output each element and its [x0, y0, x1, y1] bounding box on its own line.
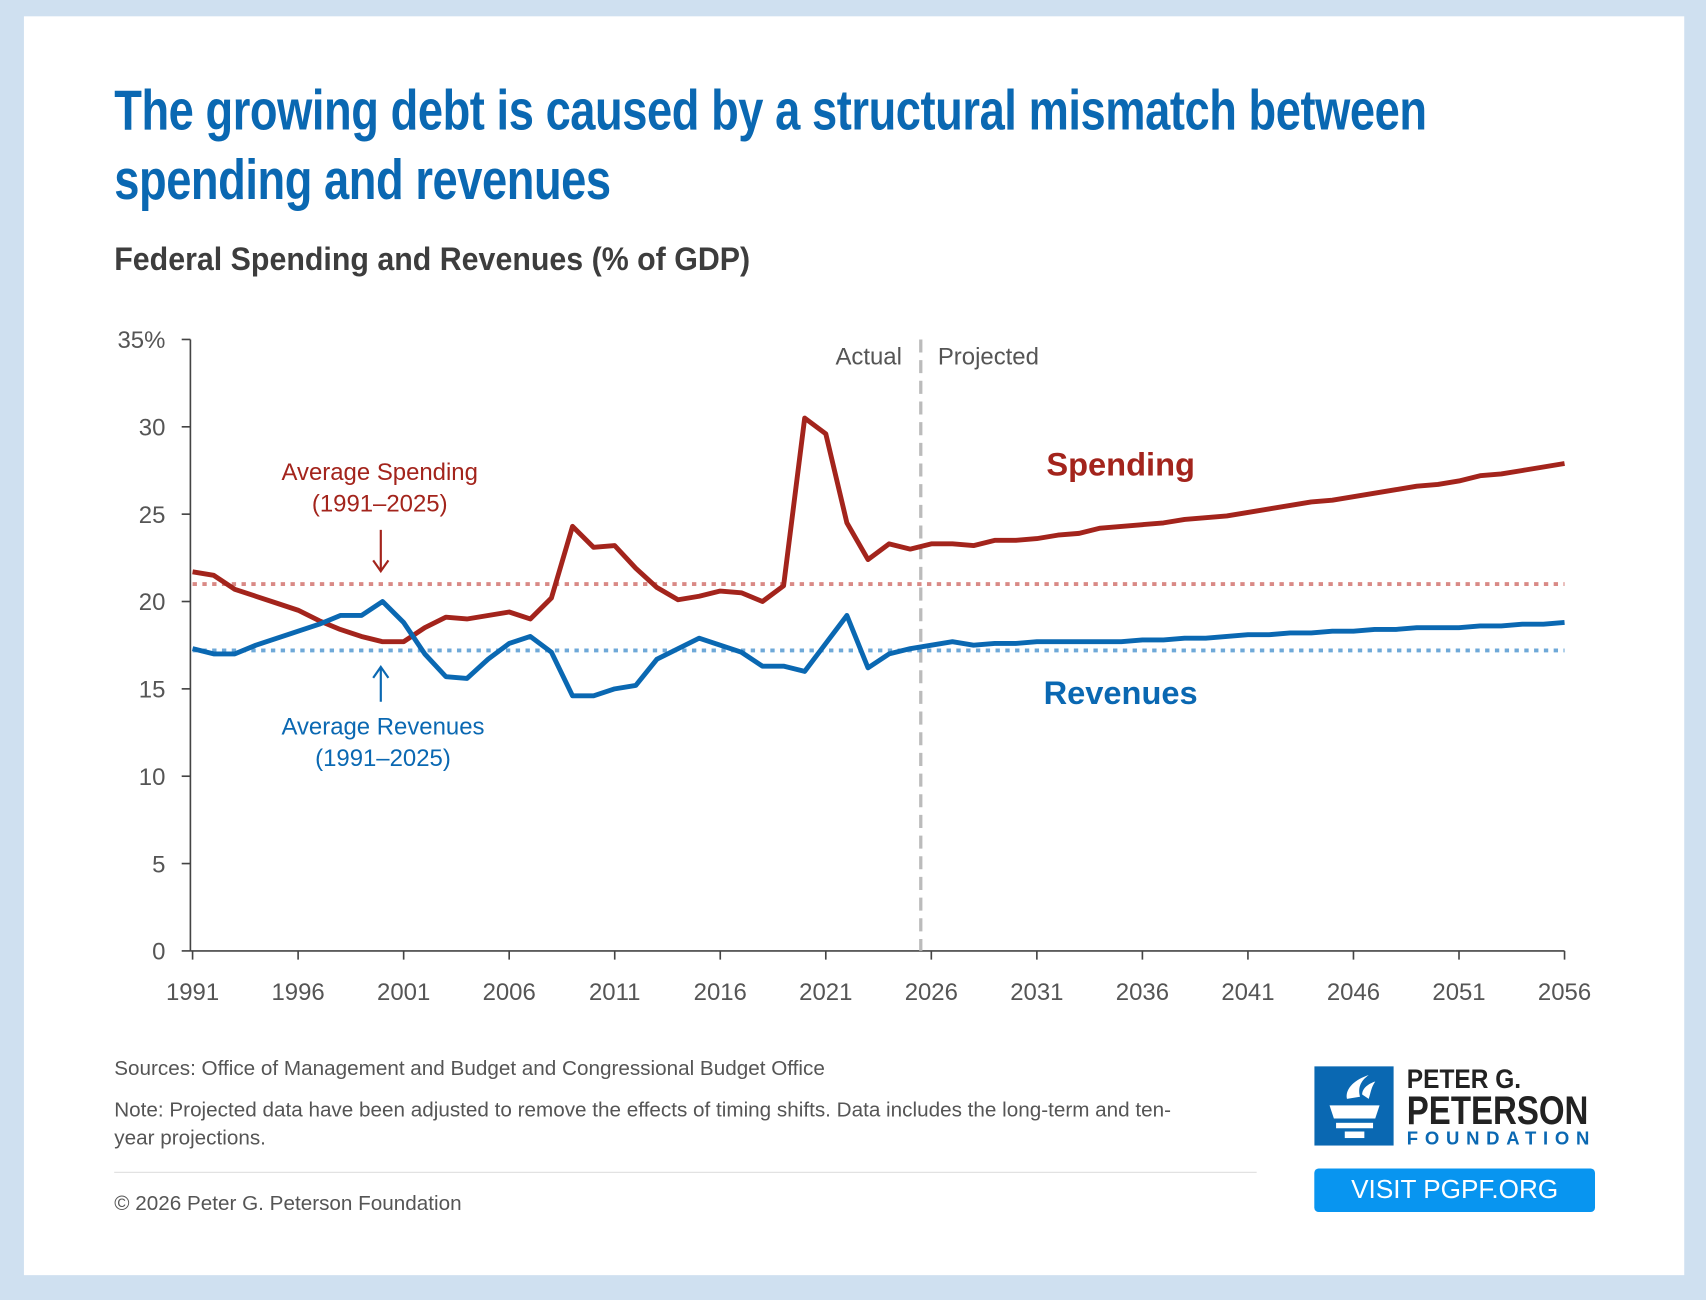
chart-title-line-2: spending and revenues — [114, 149, 611, 213]
x-tick-label: 2016 — [694, 979, 747, 1006]
x-tick-label: 2041 — [1221, 979, 1274, 1006]
y-tick-label: 30 — [139, 415, 166, 442]
x-tick-label: 2051 — [1432, 979, 1485, 1006]
revenues-line — [191, 599, 1565, 699]
sources-text: Sources: Office of Management and Budget… — [114, 1057, 825, 1081]
copyright-text: © 2026 Peter G. Peterson Foundation — [114, 1192, 462, 1216]
revenues-series-label: Revenues — [1044, 674, 1198, 711]
average-spending-period: (1991–2025) — [312, 490, 448, 517]
note-text-line-2: year projections. — [114, 1127, 266, 1151]
x-tick-label: 2026 — [905, 979, 958, 1006]
logo-text-line-1: PETER G. — [1406, 1064, 1522, 1095]
chart-card — [23, 16, 1685, 1276]
y-tick-label: 35% — [117, 327, 165, 354]
visit-pgpf-button[interactable]: VISIT PGPF.ORG — [1314, 1168, 1596, 1213]
average-spending-arrow-icon — [372, 529, 390, 574]
chart-title-line-1: The growing debt is caused by a structur… — [114, 79, 1427, 143]
projected-label: Projected — [938, 343, 1039, 370]
actual-label: Actual — [835, 343, 902, 370]
footer-divider — [114, 1171, 1257, 1173]
x-tick-label: 2036 — [1116, 979, 1169, 1006]
x-tick-label: 1996 — [272, 979, 325, 1006]
x-tick-label: 2046 — [1327, 979, 1380, 1006]
x-tick-label: 2001 — [377, 979, 430, 1006]
average-revenues-arrow-icon — [372, 665, 390, 702]
peterson-foundation-logo: PETER G. PETERSON FOUNDATION — [1314, 1064, 1597, 1149]
chart-subtitle: Federal Spending and Revenues (% of GDP) — [114, 241, 751, 278]
x-tick-label: 2021 — [799, 979, 852, 1006]
y-tick-label: 15 — [139, 677, 166, 704]
y-tick-label: 0 — [152, 939, 165, 966]
average-revenues-period: (1991–2025) — [315, 745, 451, 772]
x-tick-label: 1991 — [166, 979, 219, 1006]
y-tick-label: 25 — [139, 502, 166, 529]
y-tick-label: 10 — [139, 764, 166, 791]
note-text-line-1: Note: Projected data have been adjusted … — [114, 1098, 1172, 1122]
average-revenues-label: Average Revenues — [281, 713, 484, 740]
x-tick-label: 2056 — [1538, 979, 1591, 1006]
logo-text-line-2: PETERSON — [1406, 1088, 1589, 1133]
torch-icon — [1314, 1066, 1394, 1146]
average-spending-label: Average Spending — [282, 459, 478, 486]
x-tick-label: 2011 — [589, 979, 640, 1006]
y-tick-label: 20 — [139, 589, 166, 616]
x-tick-label: 2006 — [483, 979, 536, 1006]
y-tick-label: 5 — [152, 851, 165, 878]
spending-series-label: Spending — [1046, 445, 1195, 482]
x-tick-label: 2031 — [1010, 979, 1063, 1006]
logo-text-line-3: FOUNDATION — [1406, 1128, 1597, 1149]
spending-line — [192, 415, 1565, 645]
